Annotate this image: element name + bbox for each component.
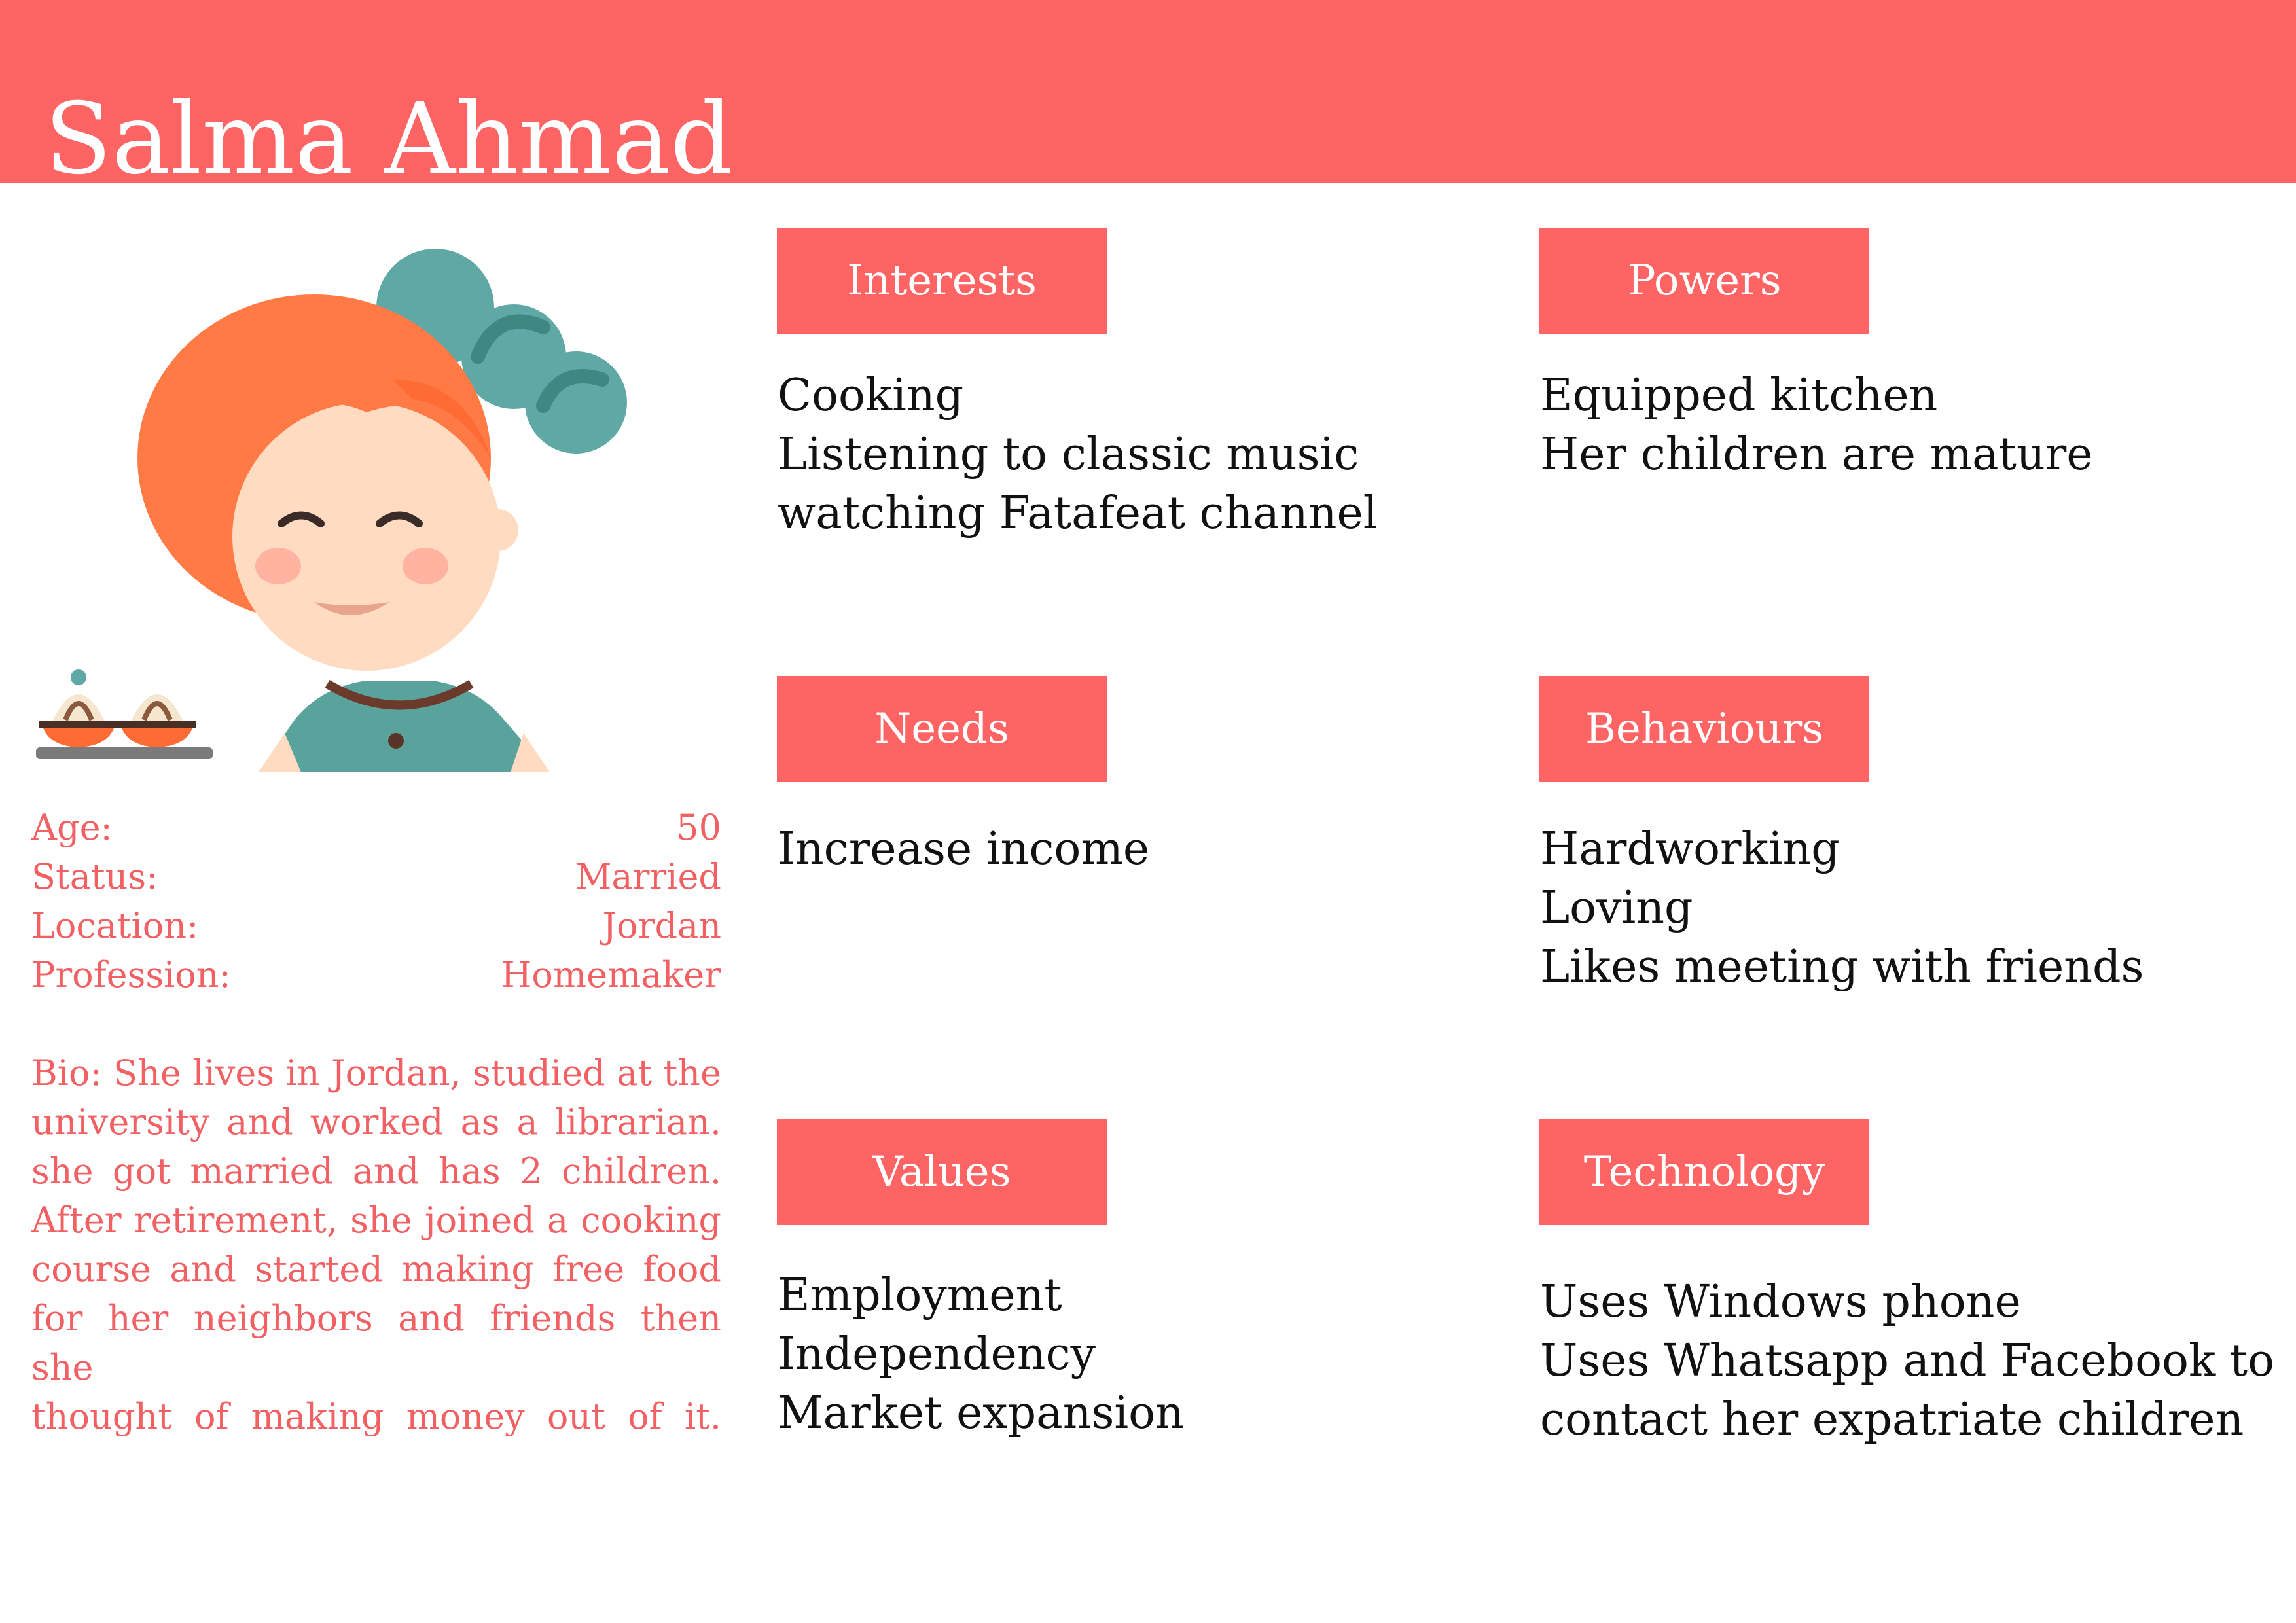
values-list: Employment Independency Market expansion xyxy=(778,1266,1184,1443)
info-value: 50 xyxy=(676,807,721,848)
info-row-status: Status: Married xyxy=(31,852,721,901)
list-item: Market expansion xyxy=(778,1387,1184,1439)
info-value: Jordan xyxy=(602,905,721,946)
list-item: contact her expatriate children xyxy=(1540,1394,2244,1446)
list-item: Employment xyxy=(778,1270,1062,1321)
bio-line: thought of making money out of it. xyxy=(31,1396,721,1437)
list-item: Independency xyxy=(778,1329,1096,1380)
info-label: Profession: xyxy=(31,954,231,995)
header-banner xyxy=(0,0,2296,183)
pastries-icon xyxy=(36,669,213,759)
info-row-age: Age: 50 xyxy=(31,803,721,852)
info-value: Homemaker xyxy=(501,954,721,995)
technology-heading: Technology xyxy=(1539,1119,1869,1225)
list-item: Uses Windows phone xyxy=(1540,1276,2021,1328)
powers-heading: Powers xyxy=(1539,228,1869,334)
bio-text: Bio: She lives in Jordan, studied at the… xyxy=(31,1048,721,1441)
list-item: Loving xyxy=(1540,882,1693,934)
profile-info: Age: 50 Status: Married Location: Jordan… xyxy=(31,803,721,999)
bio-line: university and worked as a librarian. xyxy=(31,1101,721,1143)
info-label: Status: xyxy=(31,856,158,897)
behaviours-heading: Behaviours xyxy=(1539,676,1869,782)
powers-list: Equipped kitchen Her children are mature xyxy=(1540,366,2093,484)
list-item: Cooking xyxy=(778,370,964,421)
list-item: Uses Whatsapp and Facebook to xyxy=(1540,1335,2275,1387)
interests-list: Cooking Listening to classic music watch… xyxy=(778,366,1378,543)
info-row-profession: Profession: Homemaker xyxy=(31,950,721,999)
info-label: Age: xyxy=(31,807,113,848)
list-item: Listening to classic music xyxy=(778,429,1359,480)
info-label: Location: xyxy=(31,905,199,946)
bio-line: course and started making free food xyxy=(31,1249,721,1290)
behaviours-list: Hardworking Loving Likes meeting with fr… xyxy=(1540,820,2144,997)
list-item: Her children are mature xyxy=(1540,429,2093,480)
persona-name: Salma Ahmad xyxy=(45,82,734,196)
info-value: Married xyxy=(575,856,721,897)
interests-heading: Interests xyxy=(777,228,1107,334)
list-item: Hardworking xyxy=(1540,823,1840,875)
bio-line: Bio: She lives in Jordan, studied at the xyxy=(31,1052,721,1094)
info-row-location: Location: Jordan xyxy=(31,901,721,950)
list-item: watching Fatafeat channel xyxy=(778,488,1378,539)
technology-list: Uses Windows phone Uses Whatsapp and Fac… xyxy=(1540,1273,2274,1450)
needs-heading: Needs xyxy=(777,676,1107,782)
values-heading: Values xyxy=(777,1119,1107,1225)
needs-list: Increase income xyxy=(778,820,1149,879)
bio-line: she got married and has 2 children. xyxy=(31,1150,721,1192)
list-item: Increase income xyxy=(778,823,1150,875)
chef-avatar-illustration xyxy=(36,249,627,772)
list-item: Equipped kitchen xyxy=(1540,370,1938,421)
list-item: Likes meeting with friends xyxy=(1540,941,2144,993)
bio-line: for her neighbors and friends then she xyxy=(31,1298,721,1388)
bio-line: After retirement, she joined a cooking xyxy=(31,1200,721,1241)
